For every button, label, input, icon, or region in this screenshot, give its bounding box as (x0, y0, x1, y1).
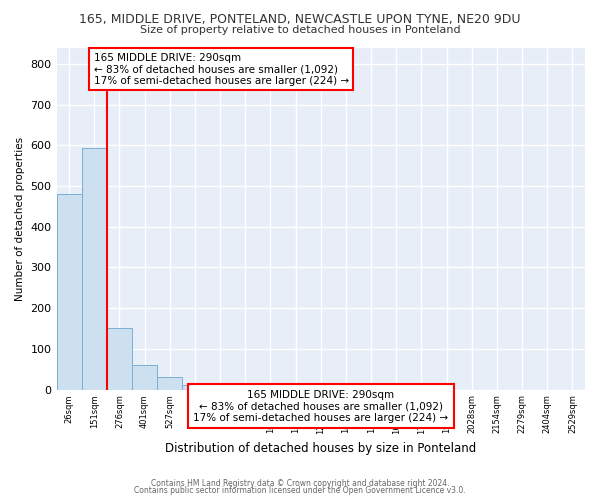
Text: 165 MIDDLE DRIVE: 290sqm
← 83% of detached houses are smaller (1,092)
17% of sem: 165 MIDDLE DRIVE: 290sqm ← 83% of detach… (193, 390, 448, 423)
Bar (157, 378, 182, 390)
Bar (107, 328, 132, 390)
Text: Contains public sector information licensed under the Open Government Licence v3: Contains public sector information licen… (134, 486, 466, 495)
Text: Contains HM Land Registry data © Crown copyright and database right 2024.: Contains HM Land Registry data © Crown c… (151, 478, 449, 488)
Text: 165 MIDDLE DRIVE: 290sqm
← 83% of detached houses are smaller (1,092)
17% of sem: 165 MIDDLE DRIVE: 290sqm ← 83% of detach… (94, 52, 349, 86)
Text: Size of property relative to detached houses in Ponteland: Size of property relative to detached ho… (140, 25, 460, 35)
Bar (182, 386, 208, 390)
Y-axis label: Number of detached properties: Number of detached properties (15, 136, 25, 300)
Bar (82, 148, 107, 390)
Bar (208, 386, 233, 390)
X-axis label: Distribution of detached houses by size in Ponteland: Distribution of detached houses by size … (165, 442, 476, 455)
Bar (132, 365, 157, 390)
Bar (56, 194, 82, 390)
Text: 165, MIDDLE DRIVE, PONTELAND, NEWCASTLE UPON TYNE, NE20 9DU: 165, MIDDLE DRIVE, PONTELAND, NEWCASTLE … (79, 12, 521, 26)
